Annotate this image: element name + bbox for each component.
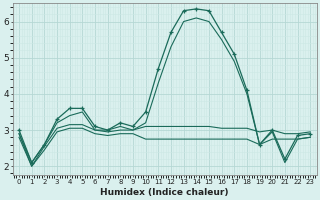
- X-axis label: Humidex (Indice chaleur): Humidex (Indice chaleur): [100, 188, 229, 197]
